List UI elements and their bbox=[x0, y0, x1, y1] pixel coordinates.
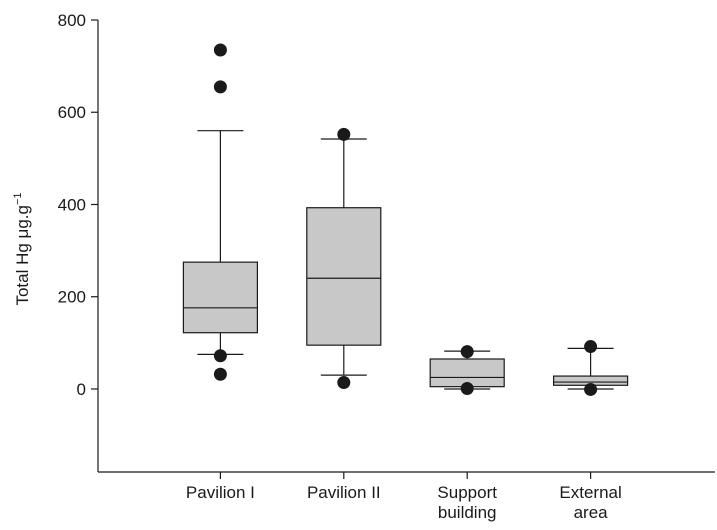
y-tick-label: 800 bbox=[58, 11, 86, 30]
box-series bbox=[182, 43, 629, 396]
box-group bbox=[306, 127, 382, 390]
y-axis-title: Total Hg μg.g−1 bbox=[12, 192, 32, 305]
x-tick-label: External bbox=[559, 483, 621, 502]
y-tick-label: 400 bbox=[58, 195, 86, 214]
outlier-point bbox=[460, 382, 474, 396]
box-group bbox=[429, 345, 505, 396]
outlier-point bbox=[213, 43, 227, 57]
box-iqr bbox=[182, 261, 258, 334]
outlier-point bbox=[213, 80, 227, 94]
outlier-point bbox=[584, 382, 598, 396]
y-tick-label: 0 bbox=[77, 380, 86, 399]
x-tick-label: building bbox=[438, 503, 497, 522]
y-axis-title-superscript: −1 bbox=[12, 192, 24, 205]
outlier-point bbox=[213, 367, 227, 381]
box-group bbox=[552, 340, 629, 396]
outlier-point bbox=[337, 127, 351, 141]
y-axis-title-main: Total Hg μg.g bbox=[13, 205, 32, 306]
y-tick-label: 200 bbox=[58, 288, 86, 307]
outlier-point bbox=[337, 376, 351, 390]
x-tick-label: Pavilion II bbox=[307, 483, 381, 502]
x-tick-label: area bbox=[574, 503, 609, 522]
outlier-point bbox=[213, 349, 227, 363]
box-group bbox=[182, 43, 258, 381]
x-tick-label: Pavilion I bbox=[186, 483, 255, 502]
box-iqr bbox=[306, 207, 382, 346]
outlier-point bbox=[460, 345, 474, 359]
x-tick-label: Support bbox=[437, 483, 497, 502]
axes: 0 200 400 600 800 Pavilion I Pavilion II Suppor… bbox=[58, 11, 715, 522]
y-axis-title-text: Total Hg μg.g−1 bbox=[12, 192, 32, 305]
y-tick-label: 600 bbox=[58, 103, 86, 122]
outlier-point bbox=[584, 340, 598, 354]
